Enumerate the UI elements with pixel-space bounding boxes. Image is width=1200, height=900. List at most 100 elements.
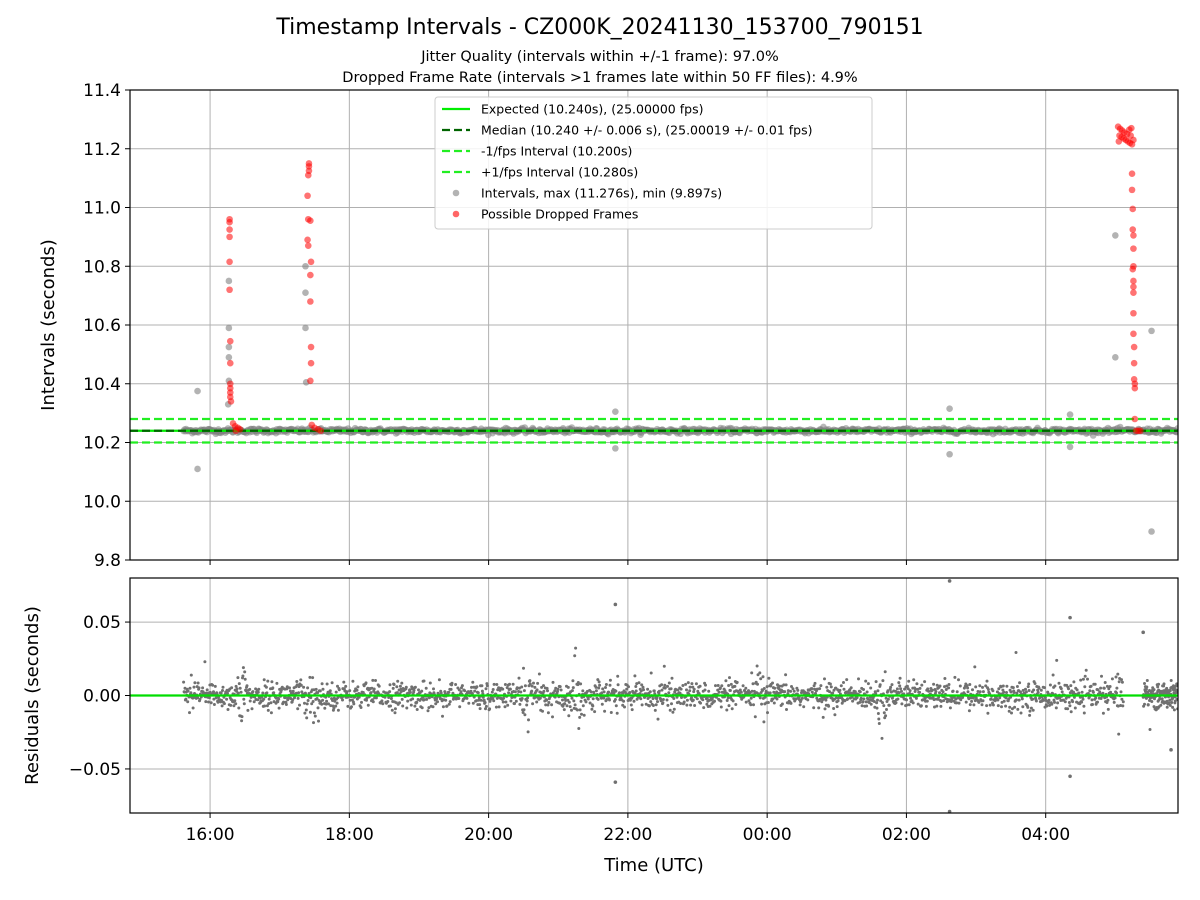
dropped-frame-point bbox=[1128, 124, 1135, 132]
residual-point bbox=[241, 666, 245, 670]
residual-point bbox=[771, 697, 775, 701]
residual-point bbox=[525, 703, 529, 707]
residual-point bbox=[400, 697, 404, 701]
residual-point bbox=[330, 681, 334, 685]
residual-point bbox=[798, 703, 802, 707]
residual-point bbox=[387, 696, 391, 699]
dropped-frame-point bbox=[1128, 186, 1136, 194]
residual-point bbox=[1086, 677, 1089, 681]
residual-point bbox=[608, 698, 611, 702]
residual-point bbox=[651, 704, 655, 707]
residual-point bbox=[263, 704, 267, 708]
residual-point bbox=[926, 687, 930, 691]
residual-point bbox=[925, 699, 929, 703]
residual-point bbox=[370, 686, 374, 690]
residual-point bbox=[927, 689, 931, 693]
x-tick-label: 02:00 bbox=[882, 825, 931, 845]
residual-point bbox=[897, 681, 901, 685]
residual-point bbox=[790, 685, 793, 688]
residual-point bbox=[220, 704, 224, 708]
residual-point bbox=[471, 680, 475, 684]
residual-point bbox=[1063, 700, 1067, 704]
residual-point bbox=[859, 696, 863, 700]
residual-point bbox=[298, 703, 301, 707]
residual-point bbox=[821, 715, 825, 719]
residual-point bbox=[817, 706, 821, 710]
residual-point bbox=[1053, 684, 1057, 688]
residual-point bbox=[270, 680, 274, 684]
y-tick-label: 9.8 bbox=[94, 551, 121, 571]
residual-point bbox=[221, 689, 224, 692]
residual-point bbox=[335, 701, 339, 705]
residual-point bbox=[485, 684, 489, 688]
residual-point bbox=[311, 700, 315, 703]
residual-point bbox=[519, 690, 523, 694]
residual-point bbox=[336, 684, 339, 688]
residual-point bbox=[325, 699, 329, 703]
residual-point bbox=[1015, 685, 1019, 688]
residual-point bbox=[970, 699, 974, 703]
residual-point bbox=[408, 690, 412, 694]
residual-point bbox=[537, 672, 541, 676]
residual-point bbox=[1045, 704, 1049, 708]
residual-point bbox=[1162, 684, 1166, 688]
residual-point bbox=[1096, 688, 1100, 692]
residual-point bbox=[211, 683, 215, 687]
residual-point bbox=[1014, 698, 1018, 702]
residual-point bbox=[1107, 687, 1111, 691]
residual-point bbox=[1032, 688, 1036, 692]
residual-point bbox=[1170, 701, 1174, 704]
residual-point bbox=[517, 676, 521, 680]
residual-point bbox=[887, 703, 891, 707]
residual-point bbox=[240, 715, 244, 719]
chart-title: Timestamp Intervals - CZ000K_20241130_15… bbox=[276, 15, 924, 40]
residual-point bbox=[957, 701, 961, 705]
residual-point bbox=[638, 692, 642, 696]
residual-point bbox=[961, 696, 965, 699]
residual-point bbox=[186, 689, 190, 693]
residual-point bbox=[426, 709, 430, 713]
residual-point bbox=[686, 681, 690, 685]
residual-point bbox=[660, 688, 664, 692]
residual-point bbox=[874, 680, 878, 684]
residual-point bbox=[602, 696, 606, 700]
residual-point bbox=[907, 679, 911, 683]
residual-point bbox=[266, 679, 270, 683]
residual-point bbox=[571, 679, 575, 683]
residual-point bbox=[1067, 687, 1070, 691]
residual-point bbox=[1088, 689, 1092, 693]
residual-point bbox=[1084, 668, 1088, 672]
residual-point bbox=[845, 678, 849, 682]
residual-point bbox=[346, 704, 350, 708]
residual-point bbox=[682, 700, 686, 704]
x-tick-label: 20:00 bbox=[464, 825, 513, 845]
residual-point bbox=[599, 696, 603, 700]
dropped-frame-point bbox=[226, 218, 233, 226]
dropped-frame-point bbox=[1127, 132, 1134, 139]
residual-point bbox=[849, 686, 853, 690]
residual-point bbox=[1120, 697, 1124, 701]
residual-point bbox=[551, 680, 555, 684]
residual-point bbox=[515, 686, 519, 690]
residual-point bbox=[388, 683, 392, 687]
residual-point bbox=[589, 690, 593, 694]
residual-point bbox=[1056, 701, 1060, 705]
y-tick-label: 10.6 bbox=[83, 316, 121, 336]
residual-point bbox=[898, 676, 902, 680]
residual-point bbox=[884, 696, 888, 700]
residual-point bbox=[586, 697, 590, 701]
dropped-frame-point bbox=[226, 286, 233, 294]
residual-point bbox=[484, 707, 487, 711]
residual-point bbox=[1156, 706, 1160, 710]
residual-point bbox=[973, 665, 977, 669]
residual-point bbox=[882, 704, 886, 708]
dropped-frame-point bbox=[1130, 232, 1137, 239]
residual-point bbox=[1057, 681, 1061, 685]
residual-point bbox=[660, 683, 664, 687]
residual-point bbox=[661, 698, 665, 701]
residual-point bbox=[695, 697, 699, 701]
residual-point bbox=[1000, 705, 1003, 709]
residual-point bbox=[230, 686, 234, 690]
residual-point bbox=[727, 704, 731, 708]
residual-point bbox=[521, 711, 525, 714]
